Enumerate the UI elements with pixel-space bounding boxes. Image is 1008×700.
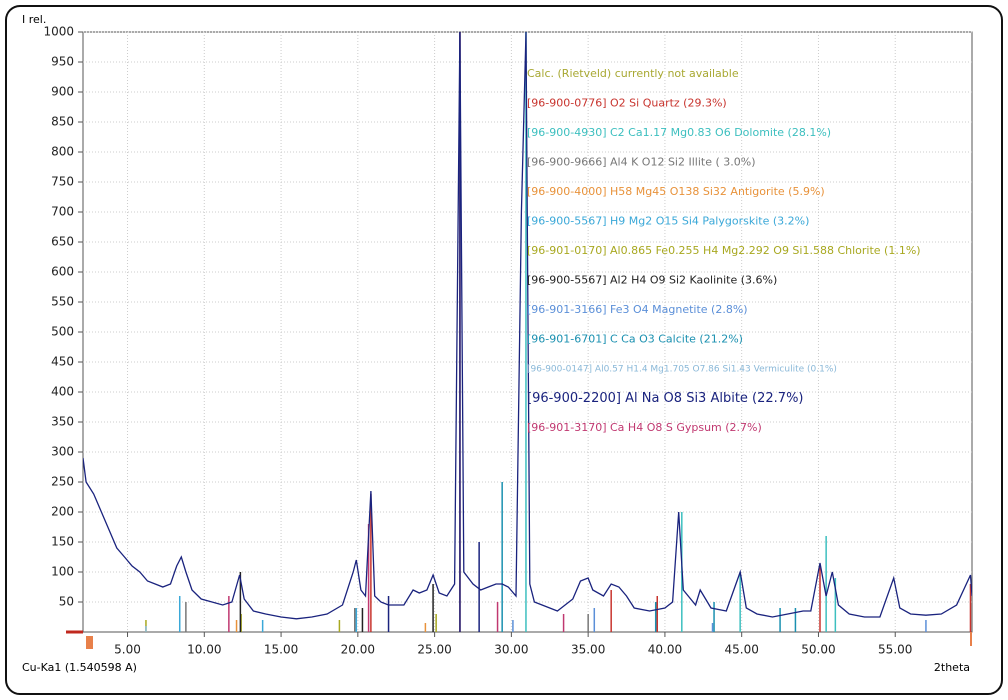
legend-entry: [96-901-6701] C Ca O3 Calcite (21.2%) (527, 333, 743, 346)
y-tick-label: 550 (51, 295, 74, 309)
y-tick-label: 400 (51, 385, 74, 399)
y-tick-label: 200 (51, 505, 74, 519)
legend-entry: [96-900-0147] Al0.57 H1.4 Mg1.705 O7.86 … (527, 365, 837, 375)
x-tick-label: 25.00 (417, 643, 451, 657)
x-tick-label: 5.00 (114, 643, 141, 657)
x-tick-label: 20.00 (341, 643, 375, 657)
y-tick-label: 650 (51, 235, 74, 249)
plot-content (83, 32, 972, 632)
legend-entry: [96-900-4930] C2 Ca1.17 Mg0.83 O6 Dolomi… (527, 126, 831, 139)
y-tick-label: 450 (51, 355, 74, 369)
y-tick-label: 250 (51, 475, 74, 489)
x-tick-label: 50.00 (801, 643, 835, 657)
legend-entry: [96-900-4000] H58 Mg45 O138 Si32 Antigor… (527, 185, 825, 198)
y-tick-label: 700 (51, 205, 74, 219)
y-tick-label: 500 (51, 325, 74, 339)
x-tick-label: 40.00 (648, 643, 682, 657)
y-tick-label: 950 (51, 55, 74, 69)
y-tick-label: 800 (51, 145, 74, 159)
x-tick-label: 55.00 (878, 643, 912, 657)
y-tick-label: 150 (51, 535, 74, 549)
pattern-line (83, 32, 972, 620)
legend-entry: [96-900-2200] Al Na O8 Si3 Albite (22.7%… (527, 391, 804, 406)
legend-entry: [96-901-0170] Al0.865 Fe0.255 H4 Mg2.292… (527, 244, 921, 257)
legend-entry: [96-900-0776] O2 Si Quartz (29.3%) (527, 97, 727, 110)
y-axis-label: I rel. (22, 13, 46, 26)
x-tick-label: 45.00 (725, 643, 759, 657)
y-tick-label: 50 (59, 595, 74, 609)
y-tick-label: 900 (51, 85, 74, 99)
legend-entry: [96-900-5567] Al2 H4 O9 Si2 Kaolinite (3… (527, 274, 777, 287)
y-tick-label: 750 (51, 175, 74, 189)
legend-entry: [96-901-3170] Ca H4 O8 S Gypsum (2.7%) (527, 421, 762, 434)
x-tick-label: 15.00 (264, 643, 298, 657)
y-tick-label: 100 (51, 565, 74, 579)
x-tick-label: 35.00 (571, 643, 605, 657)
x-tick-label: 30.00 (494, 643, 528, 657)
y-tick-label: 300 (51, 445, 74, 459)
x-tick-label: 10.00 (187, 643, 221, 657)
x-axis-label: 2theta (934, 661, 970, 674)
legend-entry: [96-901-3166] Fe3 O4 Magnetite (2.8%) (527, 303, 748, 316)
legend-entry: [96-900-5567] H9 Mg2 O15 Si4 Palygorskit… (527, 215, 809, 228)
legend-entry: [96-900-9666] Al4 K O12 Si2 Illite ( 3.0… (527, 156, 756, 169)
y-tick-label: 850 (51, 115, 74, 129)
y-tick-label: 1000 (43, 25, 74, 39)
y-tick-label: 350 (51, 415, 74, 429)
range-marker (86, 636, 93, 649)
annotation: Calc. (Rietveld) currently not available (527, 67, 739, 80)
radiation-label: Cu-Ka1 (1.540598 A) (22, 661, 137, 674)
y-tick-label: 600 (51, 265, 74, 279)
